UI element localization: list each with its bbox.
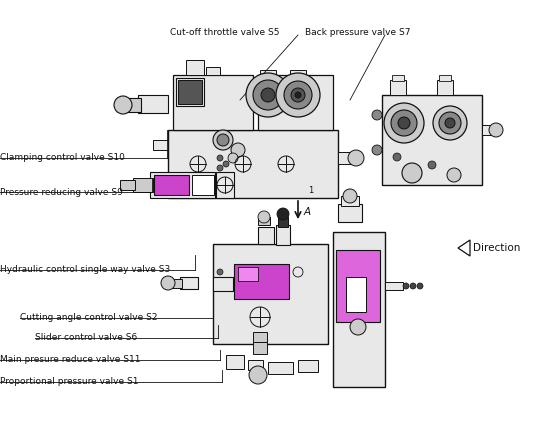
Circle shape [433, 106, 467, 140]
Circle shape [384, 103, 424, 143]
Text: Cutting angle control valve S2: Cutting angle control valve S2 [20, 313, 158, 322]
Circle shape [295, 92, 301, 98]
Text: Slider control valve S6: Slider control valve S6 [35, 333, 137, 341]
Bar [260, 70, 276, 77]
Circle shape [343, 189, 357, 203]
Bar [385, 282, 403, 290]
Bar [258, 75, 333, 130]
Circle shape [393, 153, 401, 161]
Circle shape [417, 283, 423, 289]
Circle shape [231, 143, 245, 157]
Bar [238, 267, 258, 281]
Bar [133, 178, 153, 192]
Circle shape [350, 319, 366, 335]
Circle shape [277, 208, 289, 220]
Bar [226, 355, 244, 369]
Bar [138, 95, 168, 113]
Bar [168, 130, 338, 198]
Circle shape [398, 117, 410, 129]
Bar [253, 342, 267, 354]
Circle shape [217, 165, 223, 171]
Bar [439, 75, 451, 81]
Circle shape [249, 366, 267, 384]
Bar [213, 277, 233, 291]
Bar [346, 277, 366, 312]
Bar [437, 80, 453, 95]
Circle shape [428, 161, 436, 169]
Circle shape [217, 134, 229, 146]
Bar [258, 227, 274, 244]
Bar [341, 196, 359, 206]
Circle shape [253, 80, 283, 110]
Circle shape [403, 283, 409, 289]
Bar [206, 67, 220, 75]
Bar [120, 180, 135, 190]
Bar [153, 140, 168, 150]
Circle shape [372, 110, 382, 120]
Circle shape [114, 96, 132, 114]
Bar [253, 332, 267, 342]
Text: Clamping control valve S10: Clamping control valve S10 [0, 152, 125, 162]
Bar [234, 264, 289, 299]
Circle shape [246, 73, 290, 117]
Circle shape [391, 110, 417, 136]
Bar [276, 225, 290, 245]
Bar [123, 98, 141, 112]
Circle shape [276, 73, 320, 117]
Bar [392, 75, 404, 81]
Bar [173, 75, 253, 130]
Circle shape [161, 276, 175, 290]
Bar [192, 175, 214, 195]
Text: Direction: Direction [473, 243, 521, 253]
Text: Back pressure valve S7: Back pressure valve S7 [305, 27, 411, 36]
Bar [216, 172, 234, 198]
Bar [150, 172, 215, 198]
Bar [180, 277, 198, 289]
Bar [258, 217, 270, 225]
Circle shape [372, 145, 382, 155]
Circle shape [291, 88, 305, 102]
Circle shape [217, 155, 223, 161]
Text: Cut-off throttle valve S5: Cut-off throttle valve S5 [170, 27, 280, 36]
Circle shape [402, 163, 422, 183]
Text: Hydraulic control single way valve S3: Hydraulic control single way valve S3 [0, 265, 170, 274]
Bar [176, 78, 204, 106]
Bar [178, 80, 202, 104]
Bar [168, 279, 182, 288]
Bar [278, 217, 288, 227]
Text: A: A [304, 207, 311, 217]
Bar [382, 95, 482, 185]
Circle shape [447, 168, 461, 182]
Circle shape [258, 211, 270, 223]
Bar [336, 250, 380, 322]
Circle shape [228, 153, 238, 163]
Bar [390, 80, 406, 95]
Bar [290, 70, 306, 77]
Bar [338, 204, 362, 222]
Bar [213, 244, 328, 344]
Bar [333, 232, 385, 387]
Circle shape [261, 88, 275, 102]
Bar [338, 152, 356, 164]
Circle shape [489, 123, 503, 137]
Bar [248, 360, 263, 370]
Circle shape [348, 150, 364, 166]
Circle shape [284, 81, 312, 109]
Text: Main presure reduce valve S11: Main presure reduce valve S11 [0, 354, 140, 363]
Circle shape [410, 283, 416, 289]
Circle shape [439, 112, 461, 134]
Circle shape [223, 161, 229, 167]
Bar [298, 360, 318, 372]
Bar [154, 175, 189, 195]
Bar [268, 362, 293, 374]
Circle shape [213, 130, 233, 150]
Bar [482, 125, 496, 135]
Bar [186, 60, 204, 75]
Text: Pressure reducing valve S9: Pressure reducing valve S9 [0, 187, 123, 197]
Circle shape [217, 269, 223, 275]
Text: 1: 1 [308, 186, 313, 195]
Circle shape [445, 118, 455, 128]
Text: Proportional pressure valve S1: Proportional pressure valve S1 [0, 376, 139, 386]
